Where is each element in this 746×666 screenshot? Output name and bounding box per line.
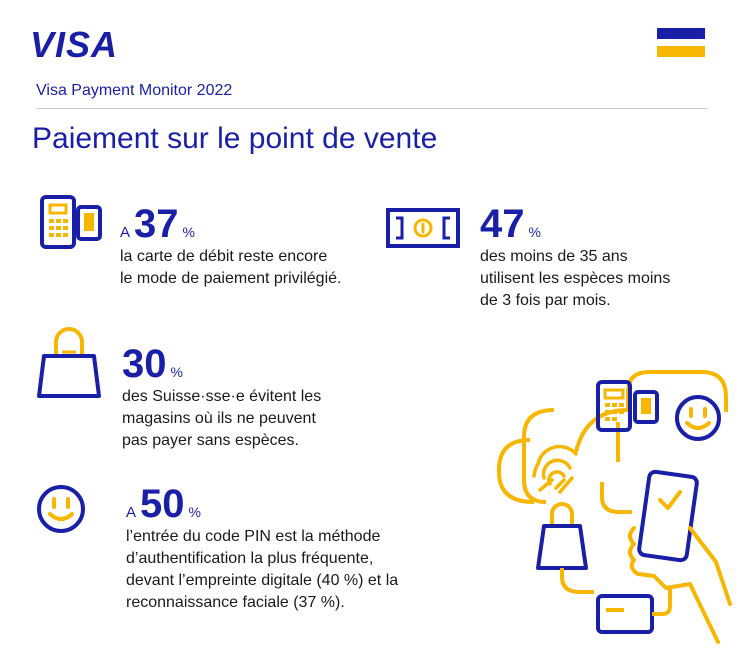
payment-illustration: [497, 370, 732, 644]
header-divider: [36, 108, 708, 109]
stat-unit: %: [528, 224, 541, 240]
stat-text: des moins de 35 ans utilisent les espèce…: [480, 248, 671, 309]
report-subtitle: Visa Payment Monitor 2022: [36, 82, 233, 99]
stat-text: des Suisse·sse·e évitent les magasins où…: [122, 388, 322, 449]
banknote-icon: [386, 208, 460, 248]
stat-value: 50: [140, 482, 185, 526]
shopping-bag-icon: [37, 327, 101, 398]
visa-logo: VISA: [30, 24, 119, 65]
stat-prefix: A: [120, 224, 131, 241]
stat-cash-under-35: 47% des moins de 35 ans utilisent les es…: [480, 204, 670, 312]
stat-unit: %: [170, 364, 183, 380]
card-terminal-icon: [40, 195, 102, 249]
stat-prefix: A: [126, 504, 137, 521]
stat-text: la carte de débit reste encore le mode d…: [120, 248, 342, 287]
smiley-icon: [37, 485, 85, 533]
stat-value: 37: [134, 202, 179, 246]
stat-text: l’entrée du code PIN est la méthode d’au…: [126, 528, 399, 611]
stat-value: 47: [480, 202, 525, 246]
stat-avoid-stores: 30% des Suisse·sse·e évitent les magasin…: [122, 344, 321, 452]
stat-unit: %: [188, 504, 201, 520]
stat-debit-card: A 37% la carte de débit reste encore le m…: [120, 204, 341, 290]
stat-pin-entry: A 50% l’entrée du code PIN est la méthode…: [126, 484, 398, 614]
stat-value: 30: [122, 342, 167, 386]
flag-icon: [657, 28, 705, 57]
stat-unit: %: [182, 224, 195, 240]
page-title: Paiement sur le point de vente: [32, 122, 438, 155]
